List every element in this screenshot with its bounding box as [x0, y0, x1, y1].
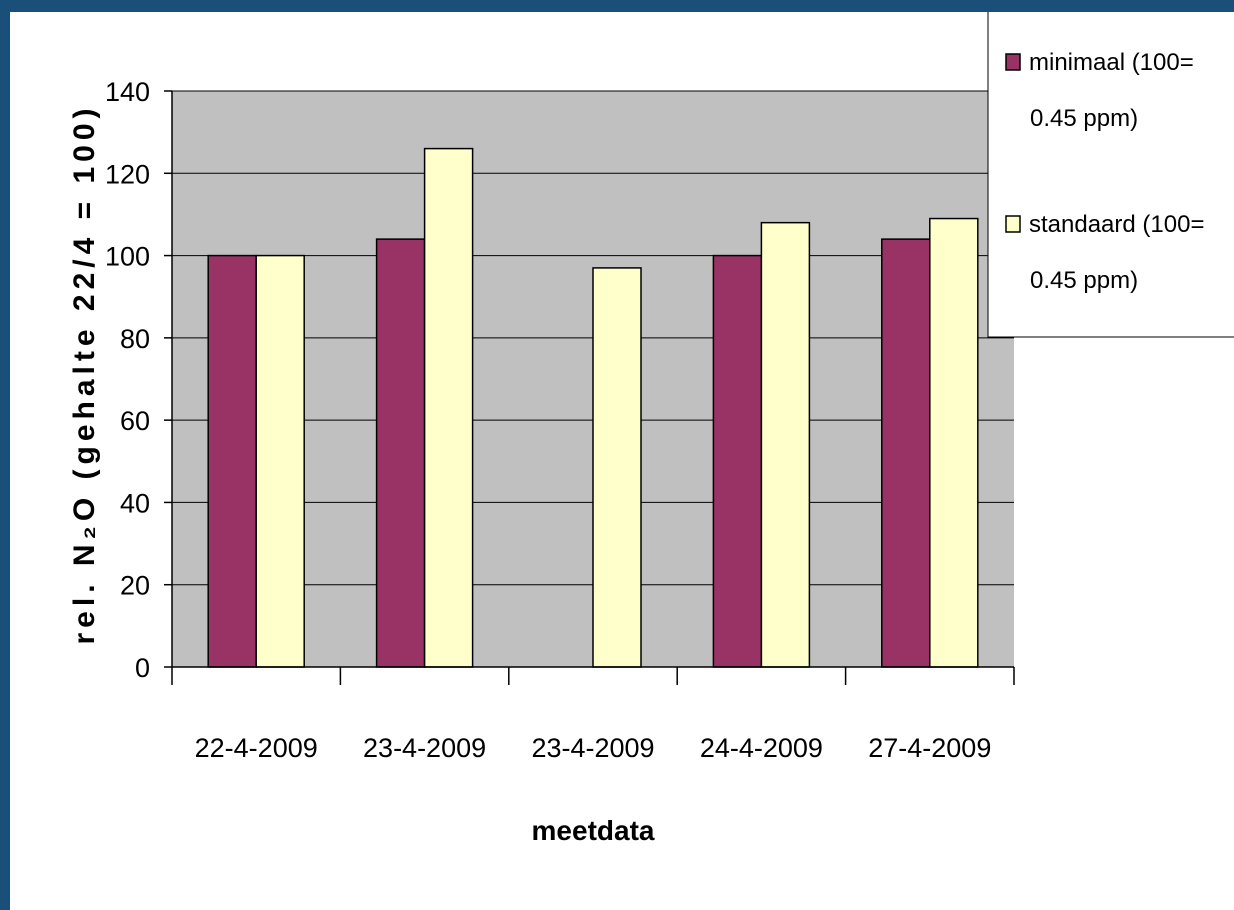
- bar: [712, 254, 763, 668]
- y-tick-label: 20: [120, 571, 150, 601]
- x-tick-label: 23-4-2009: [531, 733, 654, 763]
- legend-label: 0.45 ppm): [1030, 267, 1138, 294]
- y-tick-label: 60: [120, 406, 150, 436]
- y-tick-label: 0: [135, 653, 150, 683]
- bars: [207, 147, 979, 668]
- x-tick-label: 23-4-2009: [363, 733, 486, 763]
- bar: [881, 238, 931, 668]
- bar: [929, 217, 979, 668]
- axes: [164, 90, 1015, 685]
- chart-area: 0 20 40 60 80 100 120 140 22-4-2009 23-4-2009 23-4…: [10, 12, 1234, 910]
- bar: [207, 254, 257, 668]
- bar: [760, 221, 811, 668]
- tick-labels: 0 20 40 60 80 100 120 140 22-4-2009 23-4-2009 23-4…: [105, 77, 991, 763]
- y-tick-label: 80: [120, 324, 150, 354]
- legend-swatch: [1005, 215, 1021, 233]
- legend: minimaal (100= 0.45 ppm) standaard (100= 0.…: [987, 12, 1234, 338]
- legend-label: 0.45 ppm): [1030, 105, 1138, 132]
- x-tick-label: 22-4-2009: [195, 733, 318, 763]
- bar: [592, 267, 642, 668]
- y-axis-title: rel. N₂O (gehalte 22/4 = 100): [68, 103, 101, 644]
- y-tick-label: 100: [105, 242, 150, 272]
- legend-box: [987, 12, 1234, 338]
- bar-chart: 0 20 40 60 80 100 120 140 22-4-2009 23-4-2009 23-4…: [68, 12, 1234, 846]
- bar: [375, 238, 426, 668]
- bar: [423, 147, 474, 668]
- x-axis-title: meetdata: [532, 815, 655, 846]
- y-tick-label: 40: [120, 488, 150, 518]
- legend-swatch: [1005, 53, 1021, 71]
- y-tick-label: 140: [105, 77, 150, 107]
- legend-label: minimaal (100=: [1029, 49, 1194, 76]
- x-tick-label: 24-4-2009: [700, 733, 823, 763]
- y-tick-label: 120: [105, 159, 150, 189]
- legend-label: standaard (100=: [1029, 211, 1204, 238]
- bar: [255, 254, 305, 668]
- x-tick-label: 27-4-2009: [868, 733, 991, 763]
